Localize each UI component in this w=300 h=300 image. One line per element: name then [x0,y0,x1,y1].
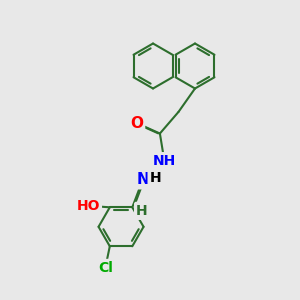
Text: H: H [136,204,148,218]
Text: NH: NH [153,154,176,168]
Text: H: H [150,171,161,185]
Text: O: O [130,116,143,130]
Text: Cl: Cl [98,261,113,275]
Text: HO: HO [76,199,100,213]
Text: N: N [136,172,149,187]
